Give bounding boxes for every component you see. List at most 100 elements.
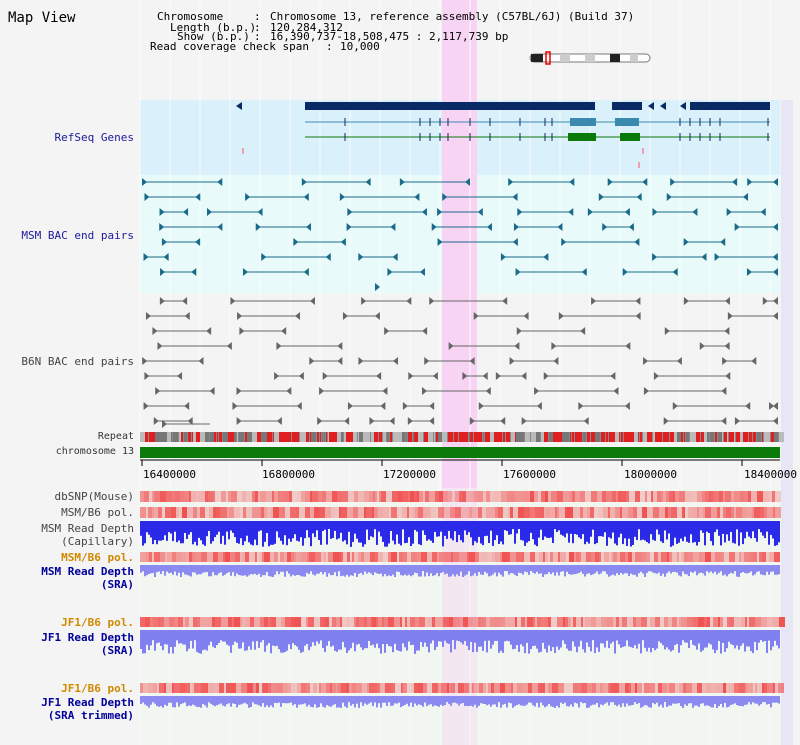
depth-bin: [248, 630, 250, 647]
depth-bin: [674, 696, 676, 704]
depth-bin: [240, 696, 242, 705]
repeat-track[interactable]: [140, 432, 784, 442]
depth-bin: [466, 565, 468, 575]
polymorphism-bin: [669, 683, 675, 693]
polymorphism-bin: [385, 683, 391, 693]
b6n-bac-track[interactable]: [142, 297, 778, 428]
polymorphism-bin: [356, 683, 362, 693]
polymorphism-bin: [153, 617, 158, 627]
msm-bac-pair-end: [414, 193, 420, 201]
depth-bin: [754, 565, 756, 575]
depth-bin: [254, 696, 256, 705]
depth-bin: [746, 696, 748, 705]
track-label-b6n-bac[interactable]: B6N BAC end pairs: [21, 355, 134, 368]
depth-bin: [270, 565, 272, 577]
b6n-bac-pair-end: [274, 372, 280, 380]
b6n-bac-pair-end: [773, 312, 778, 320]
depth-bin: [360, 630, 362, 648]
depth-bin: [228, 630, 230, 646]
track-label-chromosome: chromosome 13: [55, 446, 134, 457]
depth-bin: [572, 565, 574, 575]
depth-bin: [284, 696, 286, 704]
depth-bin: [168, 565, 170, 574]
polymorphism-bin: [715, 552, 721, 562]
polymorphism-bin: [292, 491, 297, 502]
depth-bin: [640, 521, 642, 541]
depth-bin: [466, 521, 468, 535]
depth-bin: [712, 521, 714, 546]
msm-bac-track[interactable]: [142, 178, 778, 291]
depth-bin: [524, 521, 526, 546]
repeat-block: [245, 432, 247, 442]
polymorphism-bin: [165, 552, 167, 562]
repeat-block: [503, 432, 504, 442]
b6n-bac-pair-end: [155, 387, 161, 395]
track-label-msm-bac[interactable]: MSM BAC end pairs: [21, 229, 134, 242]
b6n-bac-pair-end: [424, 357, 430, 365]
polymorphism-bin: [525, 617, 527, 627]
polymorphism-bin: [579, 552, 581, 562]
depth-bin: [304, 521, 306, 539]
b6n-bac-pair-end: [393, 357, 399, 365]
chromosome-ideogram[interactable]: [529, 51, 651, 65]
polymorphism-bin: [444, 507, 448, 518]
polymorphism-bin: [545, 617, 548, 627]
coverage-tracks[interactable]: [140, 491, 785, 708]
polymorphism-bin: [573, 507, 576, 518]
msm-bac-pair-end: [517, 208, 523, 216]
depth-bin: [238, 565, 240, 575]
depth-bin: [746, 630, 748, 647]
depth-bin: [176, 630, 178, 641]
polymorphism-bin: [774, 552, 780, 562]
depth-bin: [704, 696, 706, 706]
polymorphism-bin: [682, 507, 685, 518]
depth-bin: [770, 565, 772, 572]
polymorphism-bin: [495, 507, 498, 518]
depth-bin: [218, 630, 220, 643]
polymorphism-bin: [189, 491, 191, 502]
depth-bin: [398, 630, 400, 651]
msm-bac-pair-end: [512, 193, 518, 201]
depth-bin: [514, 630, 516, 649]
depth-bin: [290, 565, 292, 577]
msm-bac-pair-end: [375, 283, 380, 291]
polymorphism-bin: [642, 507, 647, 518]
repeat-block: [257, 432, 261, 442]
track-label-refseq[interactable]: RefSeq Genes: [54, 131, 134, 144]
depth-bin: [654, 696, 656, 705]
depth-bin: [614, 630, 616, 654]
depth-bin: [588, 696, 590, 708]
refseq-gene-track[interactable]: [236, 102, 770, 168]
b6n-bac-pair-end: [337, 342, 343, 350]
polymorphism-bin: [679, 491, 685, 502]
repeat-block: [673, 432, 674, 442]
polymorphism-bin: [319, 683, 321, 693]
polymorphism-bin: [755, 617, 761, 627]
polymorphism-bin: [513, 683, 517, 693]
depth-bin: [774, 565, 776, 575]
depth-bin: [540, 565, 542, 574]
polymorphism-bin: [338, 683, 341, 693]
depth-bin: [154, 521, 156, 540]
depth-bin: [602, 565, 604, 572]
depth-bin: [248, 696, 250, 708]
depth-bin: [178, 521, 180, 541]
depth-bin: [718, 696, 720, 707]
depth-bin: [210, 565, 212, 577]
depth-bin: [730, 630, 732, 645]
depth-bin: [752, 696, 754, 703]
depth-bin: [610, 630, 612, 644]
depth-bin: [686, 696, 688, 706]
polymorphism-bin: [595, 552, 599, 562]
polymorphism-bin: [246, 491, 252, 502]
depth-bin: [350, 521, 352, 547]
depth-bin: [682, 521, 684, 542]
depth-bin: [622, 565, 624, 575]
polymorphism-bin: [764, 507, 767, 518]
repeat-block: [764, 432, 769, 442]
depth-bin: [720, 696, 722, 704]
depth-bin: [142, 696, 144, 703]
polymorphism-bin: [495, 491, 501, 502]
depth-bin: [150, 565, 152, 574]
depth-bin: [714, 521, 716, 533]
